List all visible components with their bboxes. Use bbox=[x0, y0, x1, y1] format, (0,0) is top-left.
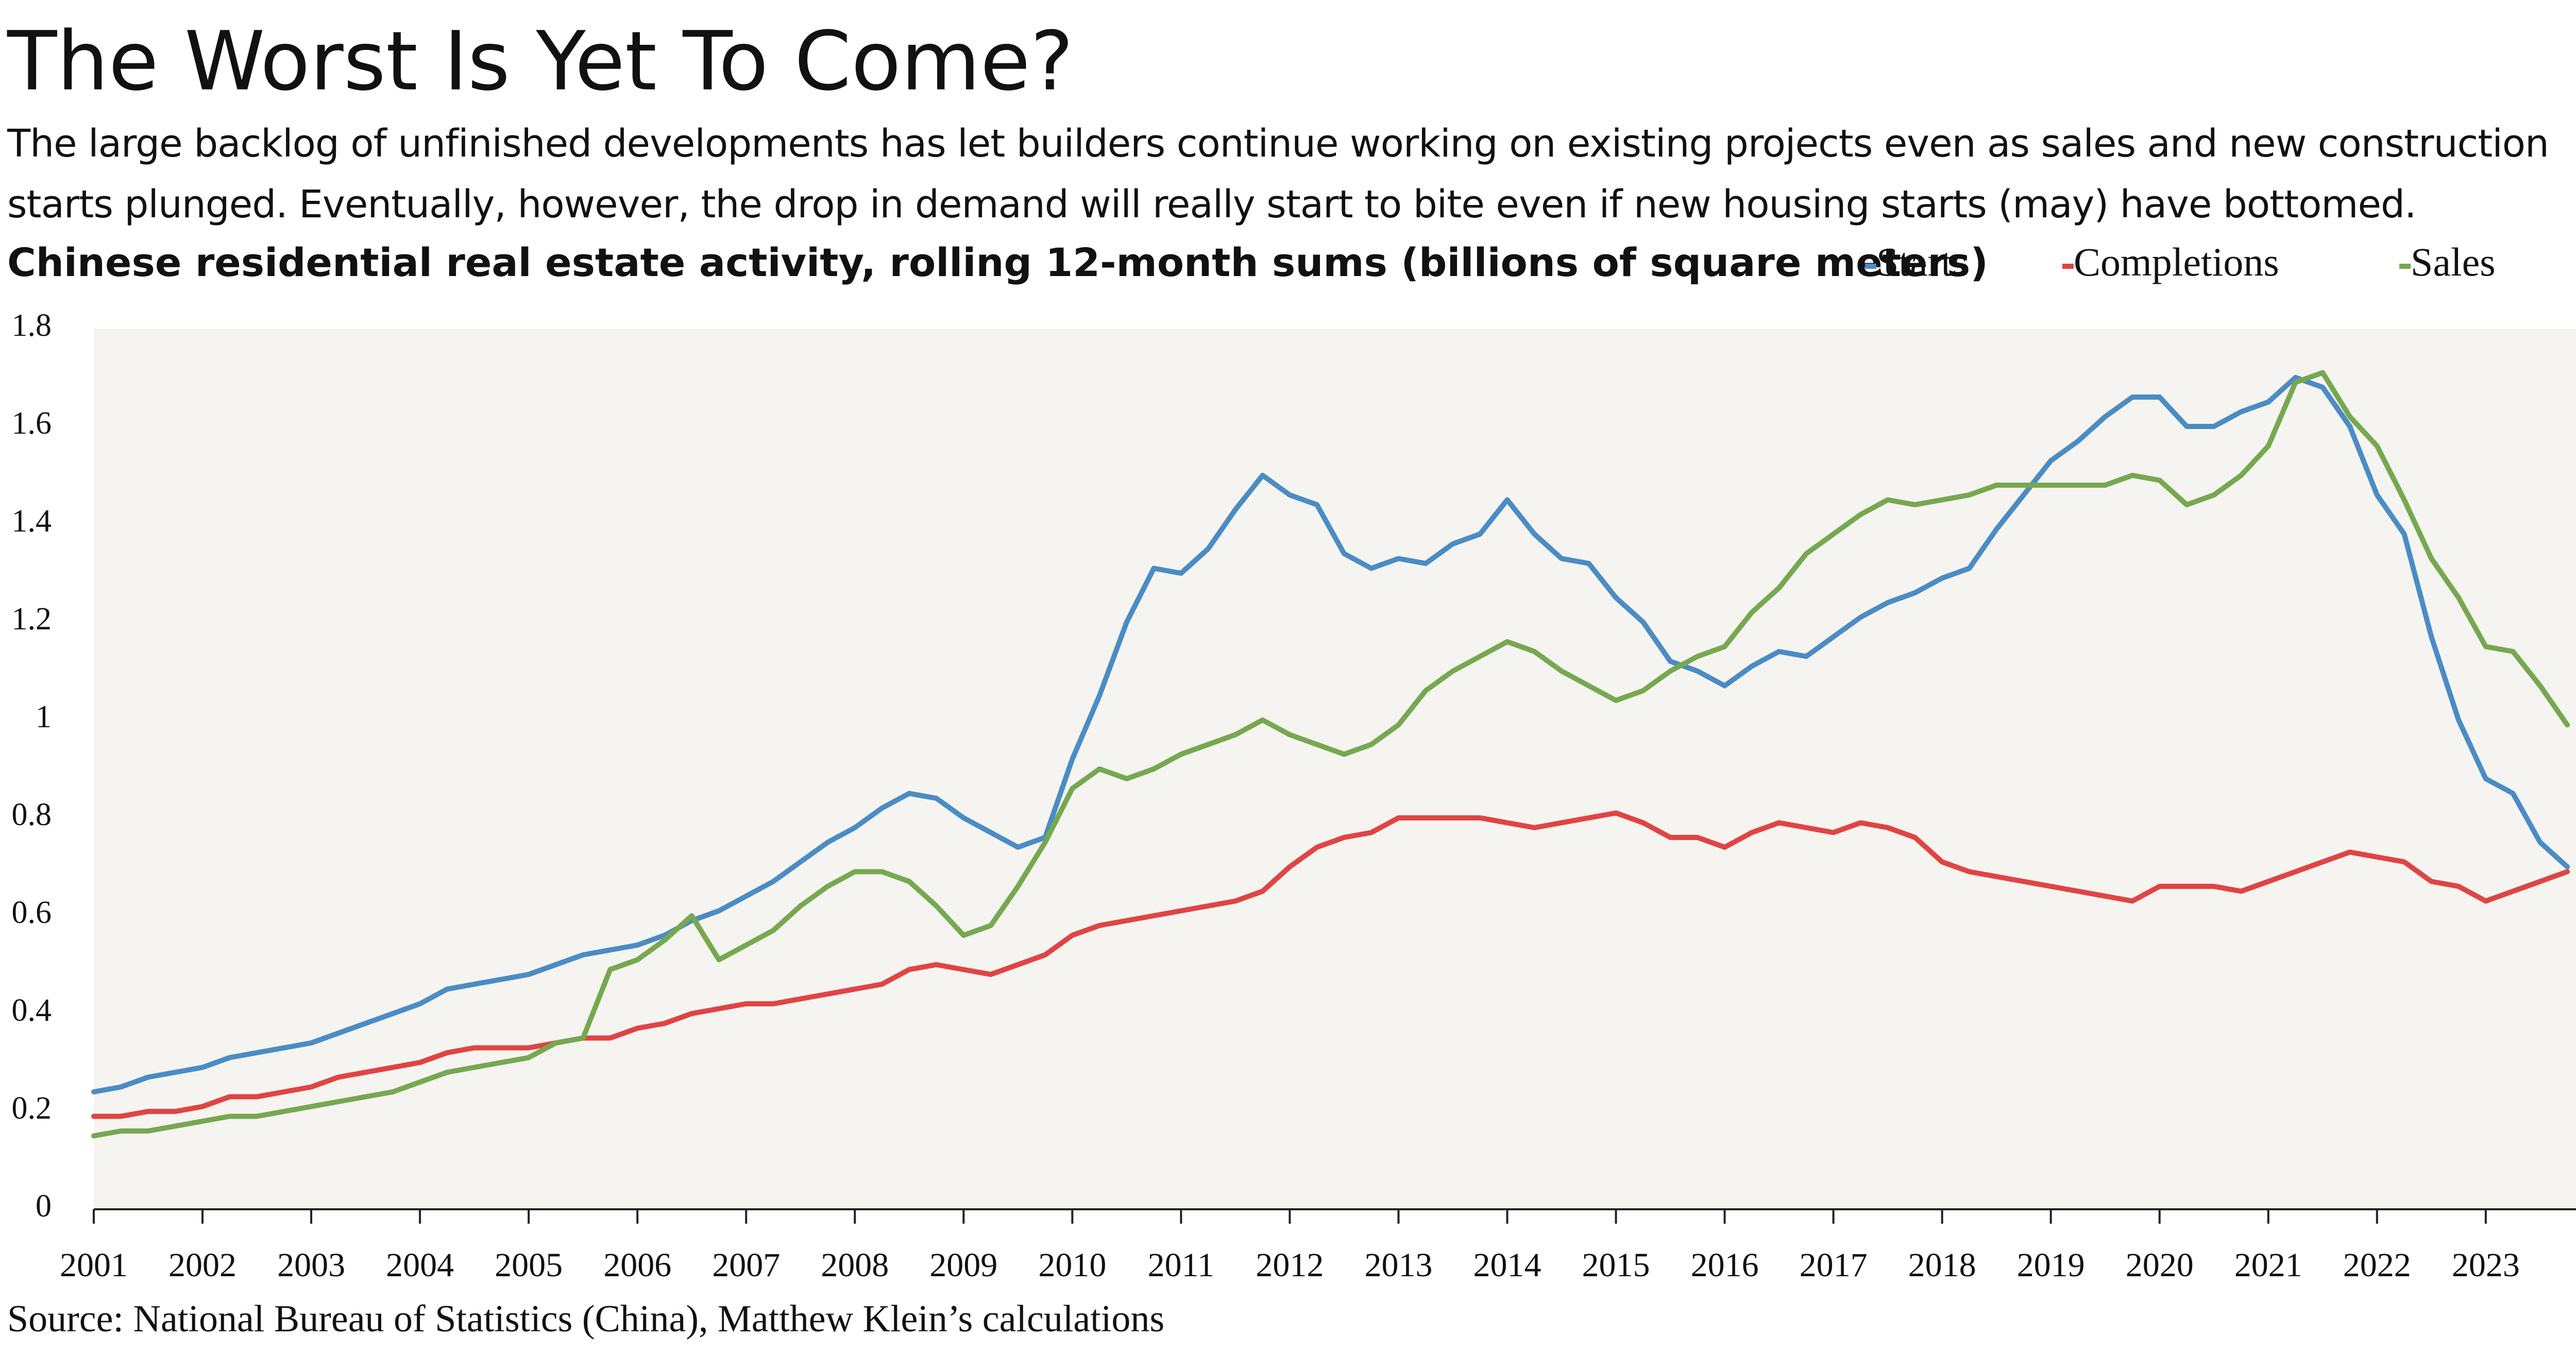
x-tick-label: 2004 bbox=[386, 1246, 454, 1284]
x-tick-label: 2021 bbox=[2234, 1246, 2302, 1284]
y-tick-label: 1.8 bbox=[12, 308, 52, 343]
x-tick-label: 2003 bbox=[277, 1246, 345, 1284]
x-tick-label: 2012 bbox=[1256, 1246, 1324, 1284]
legend: Starts Completions Sales bbox=[1865, 239, 2496, 284]
series-line bbox=[91, 810, 2570, 1119]
y-axis-label: Chinese residential real estate activity… bbox=[7, 239, 1988, 285]
plot-background bbox=[94, 329, 2576, 1209]
x-tick-label: 2010 bbox=[1038, 1246, 1106, 1284]
series-line bbox=[91, 370, 2570, 1139]
y-tick-label: 0 bbox=[36, 1189, 52, 1224]
x-tick-label: 2009 bbox=[929, 1246, 997, 1284]
legend-label: Completions bbox=[2074, 239, 2279, 284]
series-line bbox=[91, 375, 2570, 1094]
x-tick-label: 2022 bbox=[2343, 1246, 2411, 1284]
x-tick-label: 2008 bbox=[821, 1246, 889, 1284]
subtitle-box: The large backlog of unfinished developm… bbox=[7, 122, 2549, 227]
y-tick-label: 1.4 bbox=[12, 504, 52, 539]
x-tick-label: 2014 bbox=[1473, 1246, 1541, 1284]
x-tick-label: 2006 bbox=[603, 1246, 671, 1284]
x-tick-label: 2019 bbox=[2017, 1246, 2085, 1284]
legend-label: Starts bbox=[1876, 239, 1968, 284]
source: Source: National Bureau of Statistics (C… bbox=[7, 1298, 1164, 1340]
y-tick-label: 1.6 bbox=[12, 406, 52, 441]
x-tick-label: 2005 bbox=[495, 1246, 563, 1284]
x-tick-label: 2011 bbox=[1148, 1246, 1215, 1284]
x-tick-label: 2013 bbox=[1364, 1246, 1432, 1284]
x-tick-label: 2023 bbox=[2452, 1246, 2520, 1284]
x-tick-label: 2016 bbox=[1691, 1246, 1759, 1284]
x-tick-label: 2015 bbox=[1582, 1246, 1650, 1284]
legend-label: Sales bbox=[2411, 239, 2496, 284]
x-tick-label: 2020 bbox=[2126, 1246, 2194, 1284]
x-tick-label: 2007 bbox=[712, 1246, 780, 1284]
x-tick-label: 2001 bbox=[60, 1246, 128, 1284]
y-tick-label: 0.2 bbox=[12, 1091, 52, 1126]
y-tick-label: 0.4 bbox=[12, 993, 52, 1028]
x-tick-label: 2017 bbox=[1800, 1246, 1868, 1284]
chart-title: The Worst Is Yet To Come? bbox=[7, 14, 1074, 109]
y-tick-label: 0.6 bbox=[12, 895, 52, 930]
y-tick-label: 1 bbox=[36, 699, 52, 734]
chart-subtitle: The large backlog of unfinished developm… bbox=[7, 122, 2549, 227]
x-tick-label: 2002 bbox=[168, 1246, 236, 1284]
y-tick-label: 0.8 bbox=[12, 797, 52, 832]
x-tick-label: 2018 bbox=[1908, 1246, 1976, 1284]
y-tick-label: 1.2 bbox=[12, 602, 52, 637]
